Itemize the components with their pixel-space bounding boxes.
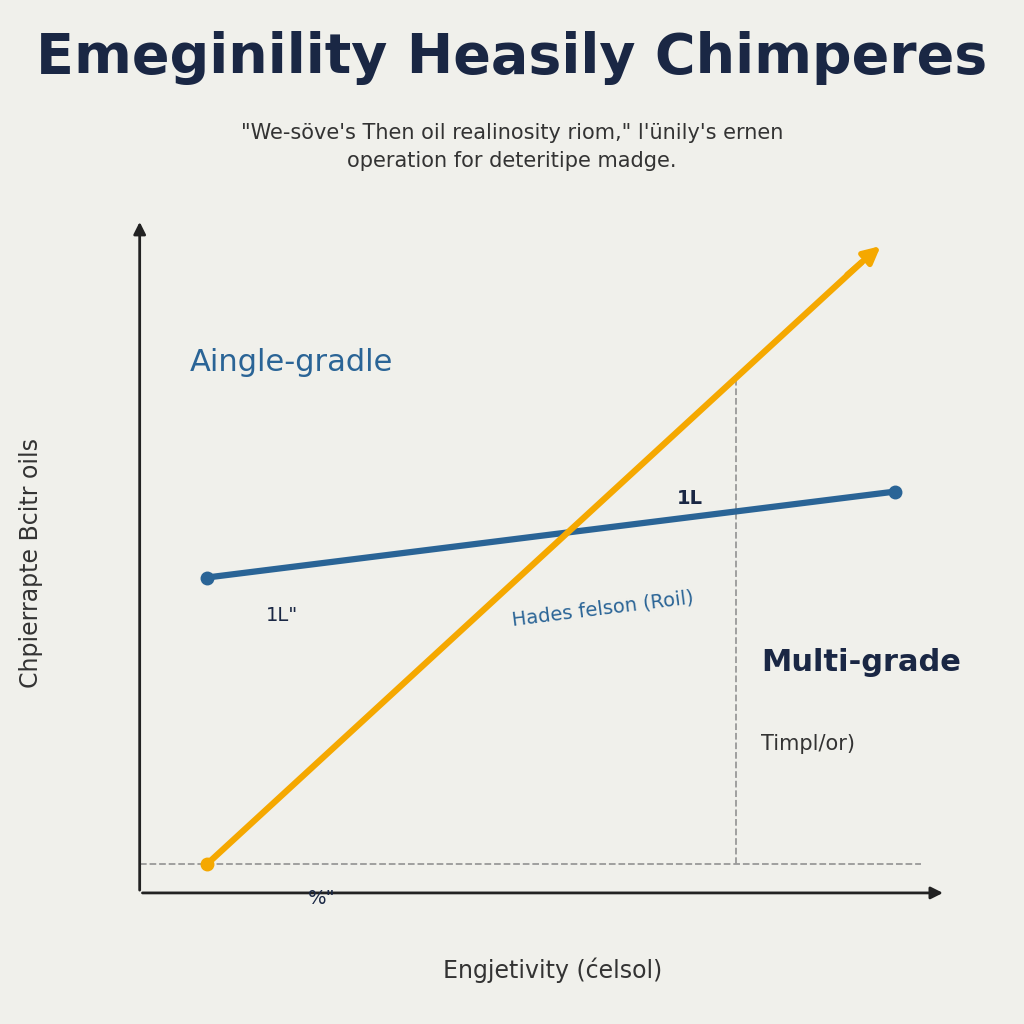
Text: Timpl/or): Timpl/or) — [761, 733, 855, 754]
Text: Aingle-gradle: Aingle-gradle — [190, 348, 393, 377]
Text: 1L": 1L" — [265, 605, 298, 625]
Text: 1L: 1L — [677, 489, 703, 508]
Text: Emeginility Heasily Chimperes: Emeginility Heasily Chimperes — [37, 31, 987, 85]
Text: %": %" — [307, 889, 335, 907]
Text: Hades felson (Roil): Hades felson (Roil) — [511, 588, 694, 629]
Text: Chpierrapte Bcitr oils: Chpierrapte Bcitr oils — [18, 438, 43, 688]
Text: Multi-grade: Multi-grade — [761, 648, 961, 677]
Text: Engjetivity (ćelsol): Engjetivity (ćelsol) — [443, 957, 663, 983]
Text: "We-söve's Then oil realinosity riom," l'ünily's ernen
operation for deteritipe : "We-söve's Then oil realinosity riom," l… — [241, 123, 783, 171]
